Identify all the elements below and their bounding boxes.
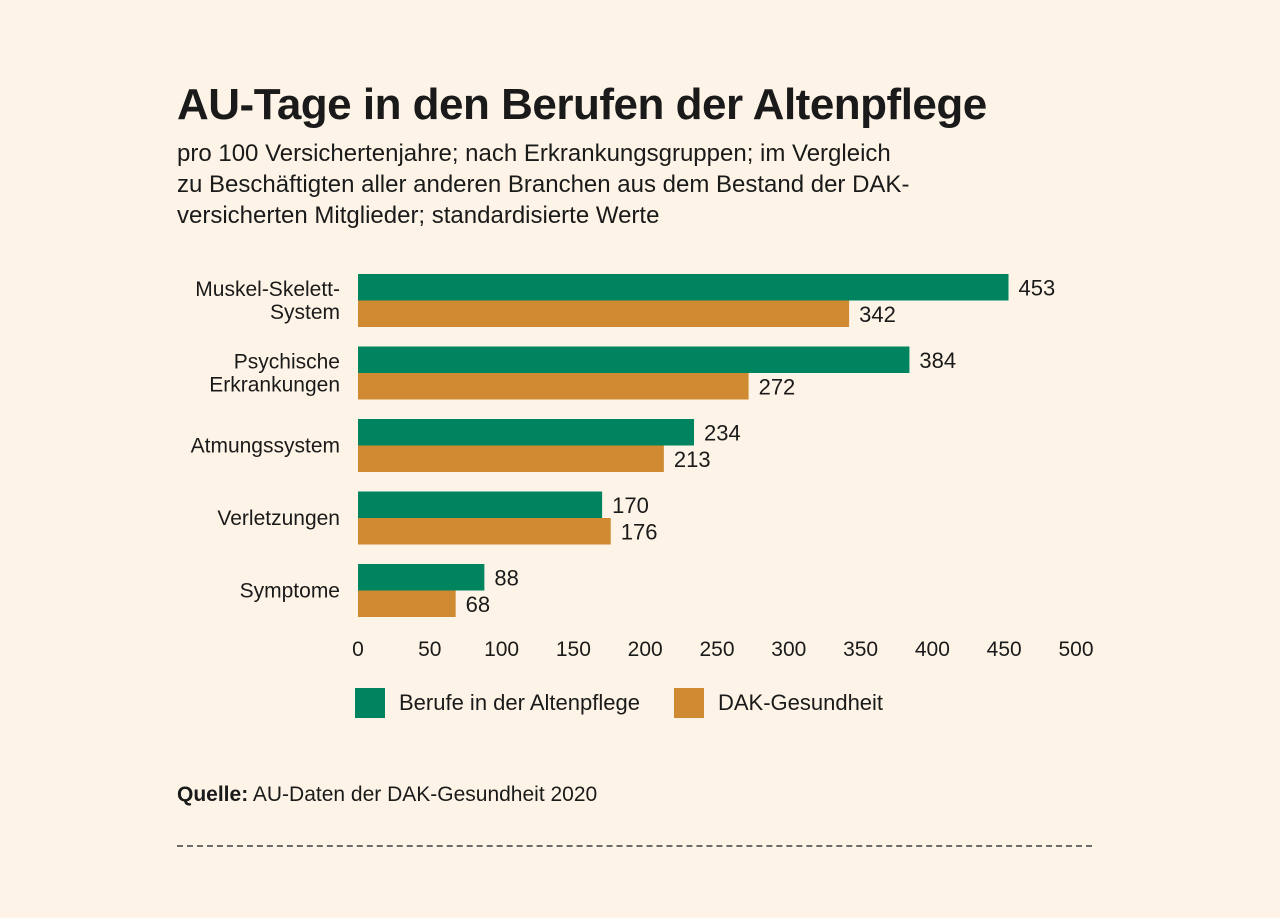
x-tick-label: 350	[843, 638, 878, 661]
legend-swatch-altenpflege	[355, 688, 385, 718]
chart-legend: Berufe in der Altenpflege DAK-Gesundheit	[355, 688, 917, 718]
category-label: Symptome	[240, 580, 340, 603]
data-label: 170	[612, 493, 649, 518]
x-tick-label: 100	[484, 638, 519, 661]
data-label: 213	[674, 447, 711, 472]
bar-altenpflege	[358, 419, 695, 446]
category-label: Atmungssystem	[191, 435, 340, 458]
category-label: Erkrankungen	[209, 374, 340, 397]
data-label: 342	[859, 302, 896, 327]
data-label: 88	[494, 565, 518, 590]
data-label: 384	[919, 348, 956, 373]
data-label: 453	[1019, 275, 1056, 300]
bar-altenpflege	[358, 274, 1009, 301]
x-tick-label: 300	[771, 638, 806, 661]
category-label: Verletzungen	[217, 507, 340, 530]
source-text: AU-Daten der DAK-Gesundheit 2020	[248, 783, 598, 806]
source-label: Quelle:	[177, 783, 249, 806]
x-tick-label: 0	[352, 638, 364, 661]
bar-altenpflege	[358, 491, 603, 518]
legend-label-altenpflege: Berufe in der Altenpflege	[399, 690, 640, 715]
x-tick-label: 500	[1058, 638, 1093, 661]
bar-dak	[358, 518, 611, 545]
bar-dak	[358, 445, 664, 472]
x-tick-label: 200	[628, 638, 663, 661]
data-label: 68	[466, 592, 490, 617]
data-label: 176	[621, 519, 658, 544]
bar-dak	[358, 373, 749, 400]
legend-item-dak: DAK-Gesundheit	[673, 688, 884, 718]
category-label: Muskel-Skelett-	[195, 278, 340, 301]
legend-item-altenpflege: Berufe in der Altenpflege	[355, 688, 640, 718]
legend-label-dak: DAK-Gesundheit	[717, 690, 884, 715]
divider-line	[177, 845, 1092, 847]
subtitle-line-3: versicherten Mitglieder; standardisierte…	[177, 202, 660, 229]
source-note: Quelle: AU-Daten der DAK-Gesundheit 2020	[177, 783, 597, 807]
x-tick-label: 450	[987, 638, 1022, 661]
x-tick-label: 150	[556, 638, 591, 661]
subtitle-line-1: pro 100 Versichertenjahre; nach Erkranku…	[177, 140, 891, 167]
category-label: System	[270, 301, 340, 324]
category-label: Psychische	[234, 351, 340, 374]
chart-subtitle: pro 100 Versichertenjahre; nach Erkranku…	[177, 138, 1057, 231]
bar-dak	[358, 590, 456, 617]
subtitle-line-2: zu Beschäftigten aller anderen Branchen …	[177, 171, 910, 198]
legend-swatch-dak	[673, 688, 704, 718]
bar-altenpflege	[358, 564, 485, 591]
chart-title: AU-Tage in den Berufen der Altenpflege	[177, 80, 987, 129]
x-tick-label: 50	[418, 638, 441, 661]
bar-altenpflege	[358, 346, 910, 373]
x-tick-label: 400	[915, 638, 950, 661]
data-label: 272	[759, 374, 796, 399]
x-tick-label: 250	[699, 638, 734, 661]
bar-dak	[358, 300, 850, 327]
data-label: 234	[704, 420, 741, 445]
bar-chart: Muskel-Skelett-System 453 342 PsychischeErk…	[191, 274, 1094, 661]
